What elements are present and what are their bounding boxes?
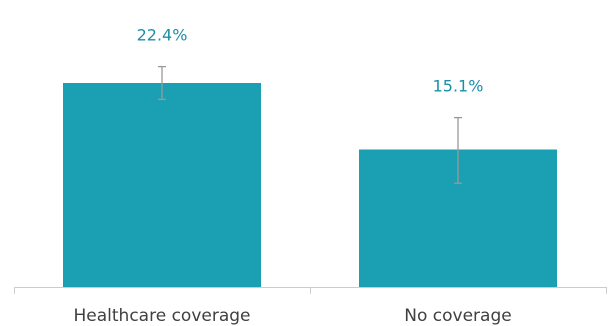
- error-bars-group: [158, 65, 462, 184]
- x-tick-label-1: Healthcare coverage: [74, 306, 251, 326]
- bars-group: [63, 83, 557, 287]
- x-axis: Healthcare coverage No coverage: [14, 287, 607, 326]
- data-label-1: 22.4%: [137, 26, 188, 45]
- error-bar-2: [454, 116, 462, 184]
- x-tick-label-2: No coverage: [404, 306, 511, 326]
- data-label-2: 15.1%: [433, 77, 484, 96]
- data-labels-group: 22.4% 15.1%: [137, 26, 484, 96]
- error-bar-1: [158, 65, 166, 101]
- bar-1: [63, 83, 261, 287]
